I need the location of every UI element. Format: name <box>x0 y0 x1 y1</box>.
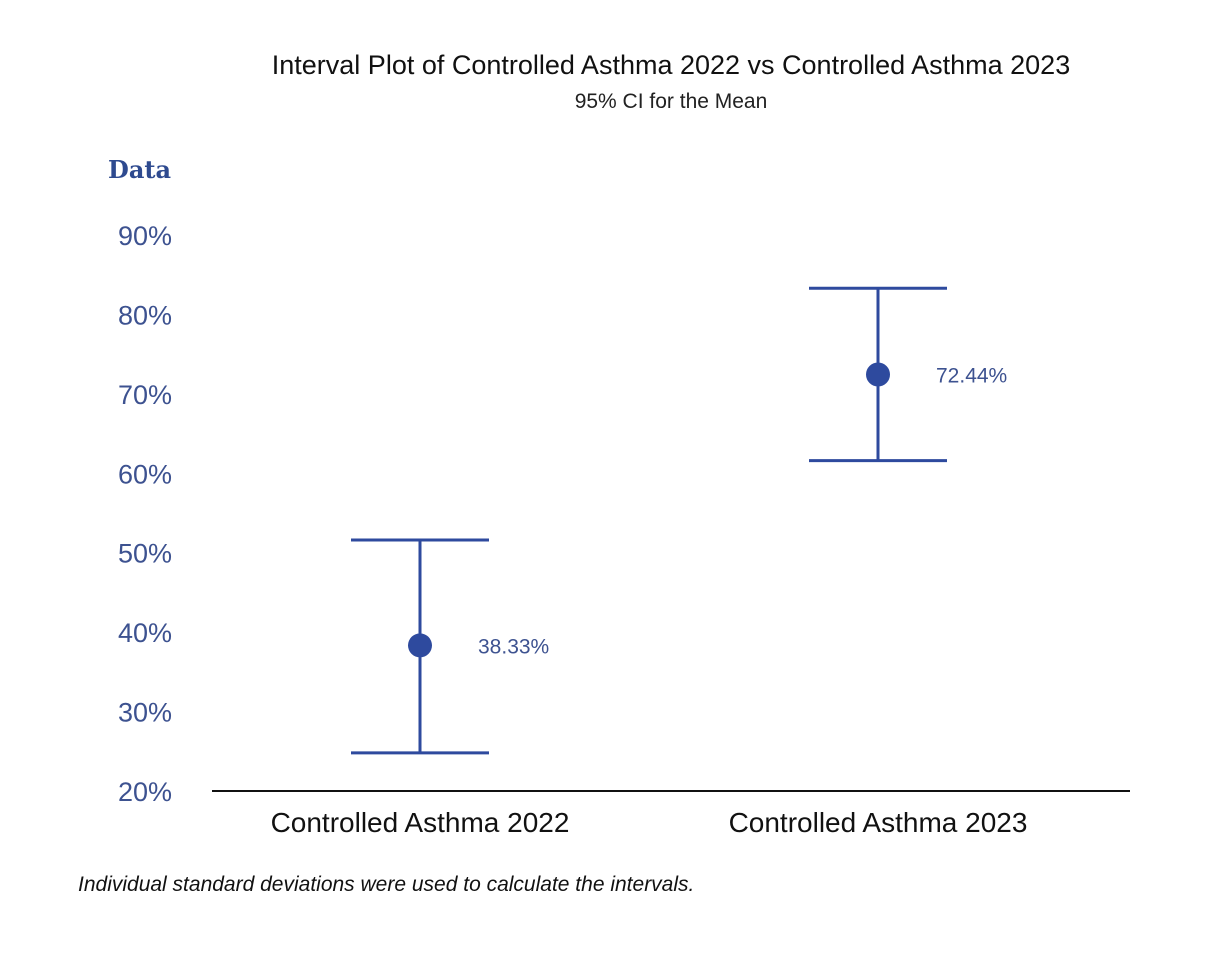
y-tick-label: 80% <box>118 300 172 330</box>
chart-title: Interval Plot of Controlled Asthma 2022 … <box>271 50 1071 80</box>
y-axis-label: Data <box>108 155 171 184</box>
x-axis-category-labels: Controlled Asthma 2022 Controlled Asthma … <box>271 807 1028 838</box>
y-tick-label: 30% <box>118 698 172 728</box>
mean-value-label: 38.33% <box>478 635 549 658</box>
y-axis-ticks: 20% 30% 40% 50% 60% 70% 80% 90% <box>118 221 172 807</box>
y-tick-label: 40% <box>118 618 172 648</box>
y-tick-label: 70% <box>118 380 172 410</box>
footnote: Individual standard deviations were used… <box>78 873 695 896</box>
mean-point <box>408 633 432 658</box>
interval-series: 38.33% 72.44% <box>351 286 1007 755</box>
x-category-label: Controlled Asthma 2022 <box>271 807 570 838</box>
y-tick-label: 60% <box>118 459 172 489</box>
y-tick-label: 50% <box>118 539 172 569</box>
mean-point <box>866 362 890 387</box>
y-tick-label: 90% <box>118 221 172 251</box>
mean-value-label: 72.44% <box>936 364 1007 387</box>
x-category-label: Controlled Asthma 2023 <box>729 807 1028 838</box>
chart-subtitle: 95% CI for the Mean <box>574 90 768 113</box>
y-tick-label: 20% <box>118 777 172 807</box>
